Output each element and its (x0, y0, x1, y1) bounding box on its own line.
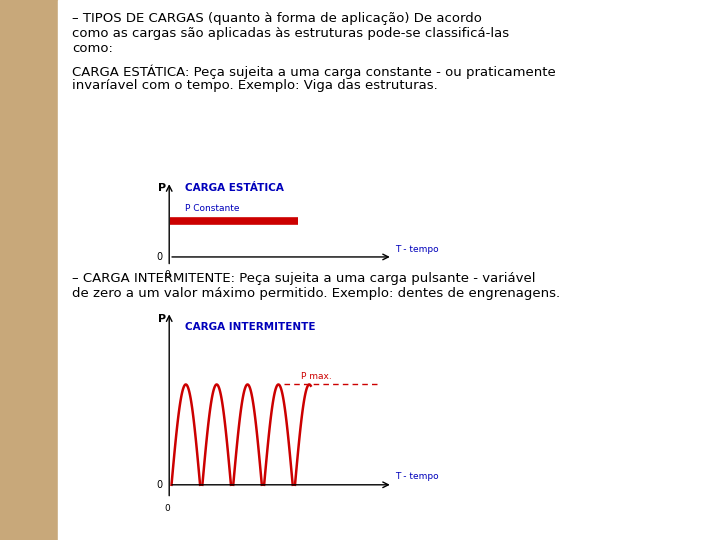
Text: CARGA ESTÁTICA: CARGA ESTÁTICA (185, 183, 284, 193)
Text: T - tempo: T - tempo (395, 472, 438, 481)
Text: P Constante: P Constante (185, 204, 240, 213)
Text: CARGA INTERMITENTE: CARGA INTERMITENTE (185, 322, 316, 332)
Text: P: P (158, 314, 166, 324)
Text: como:: como: (72, 42, 113, 55)
Text: 0: 0 (156, 480, 162, 490)
Text: invaríavel com o tempo. Exemplo: Viga das estruturas.: invaríavel com o tempo. Exemplo: Viga da… (72, 79, 438, 92)
Text: – CARGA INTERMITENTE: Peça sujeita a uma carga pulsante - variável: – CARGA INTERMITENTE: Peça sujeita a uma… (72, 272, 536, 285)
Text: 0: 0 (164, 504, 170, 513)
Text: 0: 0 (156, 252, 162, 262)
Text: – TIPOS DE CARGAS (quanto à forma de aplicação) De acordo: – TIPOS DE CARGAS (quanto à forma de apl… (72, 12, 482, 25)
Text: de zero a um valor máximo permitido. Exemplo: dentes de engrenagens.: de zero a um valor máximo permitido. Exe… (72, 287, 560, 300)
Text: 0: 0 (164, 270, 170, 279)
Text: como as cargas são aplicadas às estruturas pode-se classificá-las: como as cargas são aplicadas às estrutur… (72, 27, 509, 40)
Bar (0, 0, 58, 540)
Text: P: P (158, 183, 166, 193)
Text: P max.: P max. (300, 372, 331, 381)
Text: CARGA ESTÁTICA: Peça sujeita a uma carga constante - ou praticamente: CARGA ESTÁTICA: Peça sujeita a uma carga… (72, 64, 556, 79)
Text: T - tempo: T - tempo (395, 245, 438, 254)
